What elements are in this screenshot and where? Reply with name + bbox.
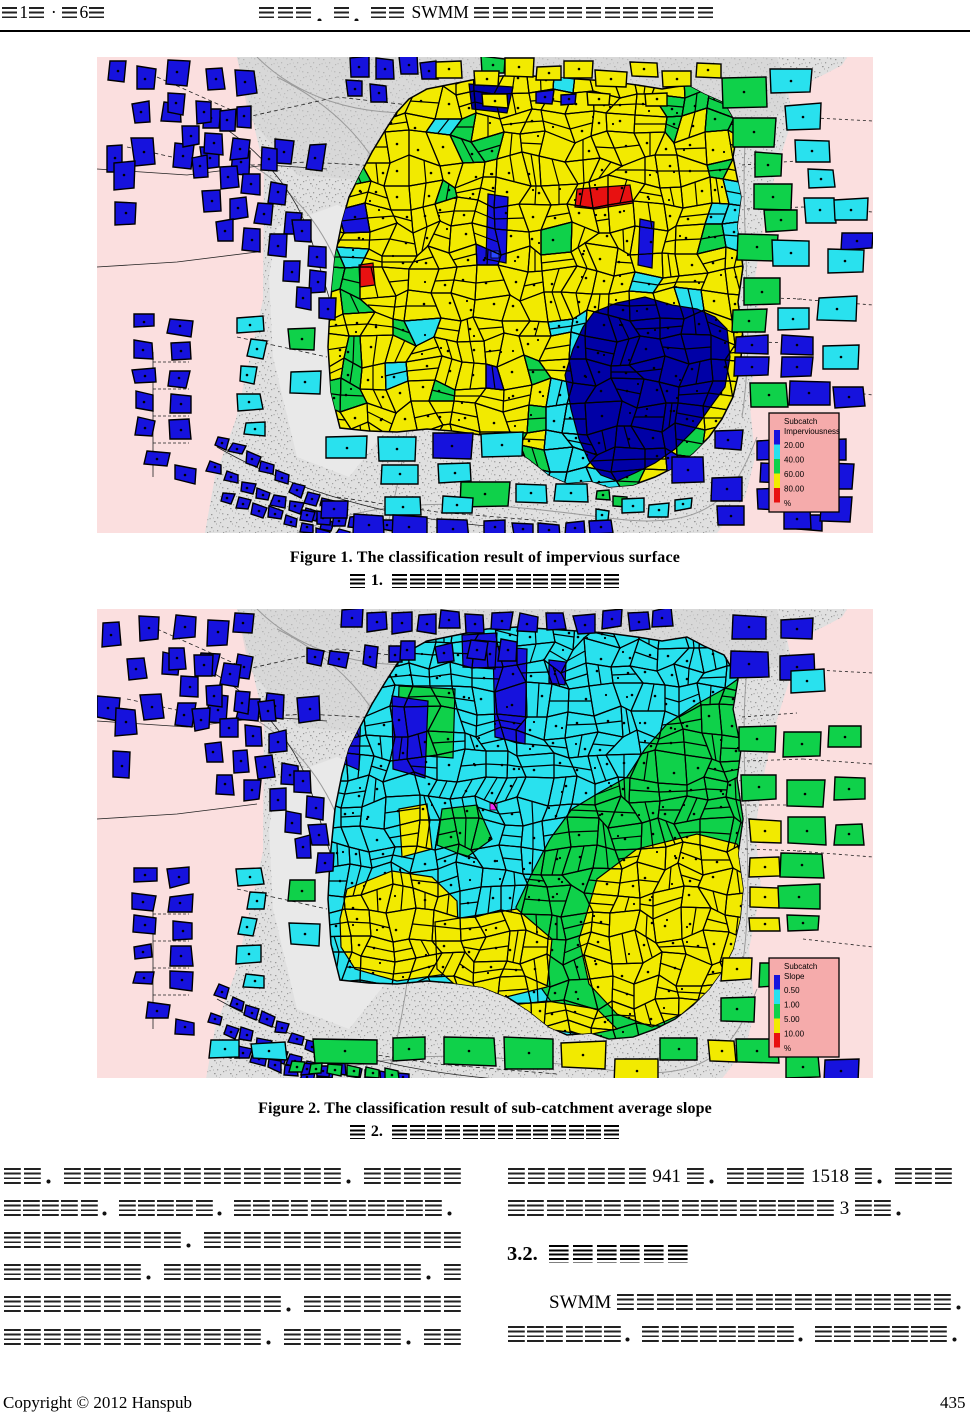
svg-text:Subcatch: Subcatch [784,962,817,971]
svg-text:5.00: 5.00 [784,1015,800,1024]
svg-text:20.00: 20.00 [784,441,805,450]
svg-text:10.00: 10.00 [784,1030,805,1039]
svg-text:Imperviousness: Imperviousness [784,427,840,436]
svg-text:%: % [784,1044,791,1053]
svg-text:Slope: Slope [784,972,805,981]
svg-text:Subcatch: Subcatch [784,417,817,426]
svg-text:60.00: 60.00 [784,470,805,479]
svg-text:0.50: 0.50 [784,986,800,995]
svg-text:1.00: 1.00 [784,1001,800,1010]
svg-text:80.00: 80.00 [784,485,805,494]
svg-text:%: % [784,499,791,508]
svg-text:40.00: 40.00 [784,456,805,465]
